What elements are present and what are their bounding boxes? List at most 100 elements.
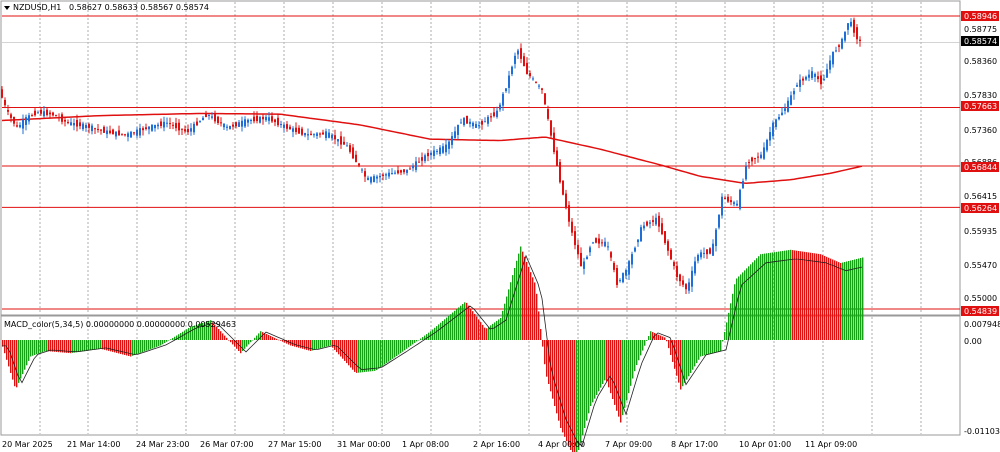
candle-body	[628, 261, 630, 275]
indicator-axis[interactable]: 0.0079481 0.00 -0.0110370	[964, 320, 1000, 436]
macd-bar	[346, 340, 348, 364]
candle-body	[847, 23, 849, 30]
macd-bar	[606, 340, 608, 382]
macd-bar	[696, 340, 698, 364]
macd-bar	[344, 340, 346, 361]
macd-bar	[348, 340, 350, 366]
candle-body	[85, 124, 87, 129]
macd-bar	[408, 340, 410, 348]
candle-body	[433, 150, 435, 156]
candle-body	[700, 252, 702, 258]
macd-bar	[442, 321, 444, 340]
price-tick: 0.57360	[964, 126, 997, 135]
macd-bar	[152, 340, 154, 349]
level-label: 0.56844	[964, 163, 997, 172]
macd-bar	[736, 278, 738, 340]
macd-bar	[262, 332, 264, 340]
macd-bar	[254, 337, 256, 340]
macd-bar	[730, 303, 732, 340]
macd-bar	[574, 340, 576, 452]
time-tick: 1 Apr 08:00	[402, 440, 449, 449]
macd-bar	[640, 340, 642, 356]
macd-bar	[632, 340, 634, 379]
candle-body	[337, 139, 339, 142]
macd-bar	[148, 340, 150, 350]
macd-bar	[764, 253, 766, 340]
macd-bar	[540, 329, 542, 340]
candle-body	[535, 82, 537, 84]
candle-body	[70, 122, 72, 126]
candle-body	[484, 121, 486, 123]
candle-body	[151, 124, 153, 131]
candle-body	[436, 150, 438, 152]
macd-bar	[482, 324, 484, 340]
macd-bar	[388, 340, 390, 362]
macd-bar	[26, 340, 28, 366]
macd-bar	[216, 326, 218, 340]
macd-bar	[620, 340, 622, 423]
time-tick: 2 Apr 16:00	[473, 440, 520, 449]
candle-body	[355, 154, 357, 163]
macd-bar	[80, 340, 82, 352]
macd-bar	[200, 323, 202, 340]
macd-bar	[638, 340, 640, 361]
candle-body	[790, 95, 792, 105]
candle-body	[148, 126, 150, 130]
macd-bar	[162, 340, 164, 345]
macd-bar	[832, 259, 834, 340]
macd-bar	[590, 340, 592, 406]
macd-bar	[658, 334, 660, 340]
macd-bar	[456, 309, 458, 340]
macd-bar	[354, 340, 356, 372]
candle-body	[367, 177, 369, 180]
macd-bar	[556, 340, 558, 414]
macd-bar	[188, 328, 190, 340]
macd-bar	[626, 340, 628, 401]
candle-body	[331, 134, 333, 139]
macd-bar	[370, 340, 372, 372]
macd-bar	[154, 340, 156, 348]
macd-bar	[6, 340, 8, 360]
macd-bar	[184, 330, 186, 340]
candle-body	[772, 122, 774, 137]
candle-body	[841, 38, 843, 49]
time-tick: 24 Mar 23:00	[136, 440, 189, 449]
level-label: 0.57663	[964, 102, 997, 111]
macd-bar	[712, 340, 714, 354]
macd-bar	[694, 340, 696, 367]
dropdown-arrow-icon[interactable]	[4, 6, 10, 10]
macd-bar	[722, 340, 724, 342]
candle-body	[475, 124, 477, 128]
candle-body	[67, 122, 69, 124]
candle-body	[589, 247, 591, 253]
candle-body	[409, 168, 411, 170]
macd-bar	[68, 340, 70, 354]
candle-body	[46, 109, 48, 116]
macd-bar	[210, 320, 212, 340]
macd-bar	[270, 335, 272, 340]
macd-bar	[440, 322, 442, 340]
candle-body	[421, 157, 423, 161]
candle-body	[94, 128, 96, 130]
macd-bar	[458, 307, 460, 340]
candle-body	[79, 122, 81, 127]
time-axis[interactable]: 20 Mar 2025 21 Mar 14:00 24 Mar 23:00 26…	[2, 440, 857, 449]
macd-bar	[414, 340, 416, 343]
candle-body	[211, 116, 213, 118]
macd-bar	[410, 340, 412, 346]
macd-bar	[522, 251, 524, 340]
moving-average-line	[1, 112, 863, 185]
macd-bar	[536, 293, 538, 340]
macd-bar	[242, 340, 244, 351]
candle-body	[286, 124, 288, 129]
candle-body	[430, 152, 432, 156]
candle-body	[1, 89, 3, 98]
macd-bar	[794, 250, 796, 340]
macd-bar	[744, 270, 746, 340]
candle-body	[352, 147, 354, 159]
macd-bar	[102, 340, 104, 350]
horizontal-levels[interactable]	[2, 15, 960, 310]
candle-body	[682, 280, 684, 285]
